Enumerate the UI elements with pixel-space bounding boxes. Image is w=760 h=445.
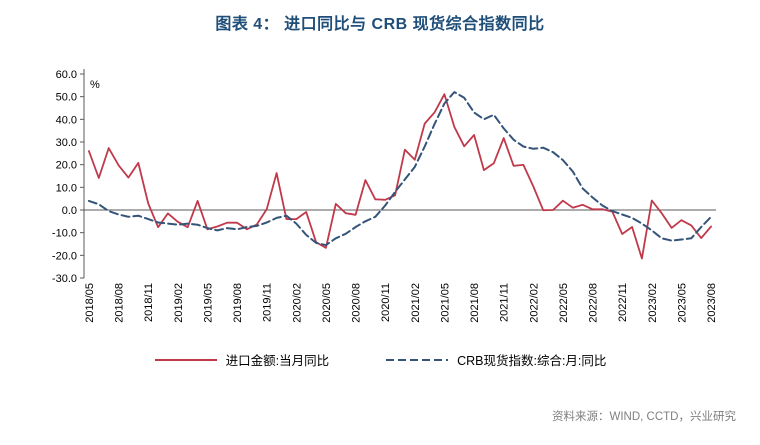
x-tick-label: 2022/11 [617, 283, 629, 322]
x-tick-label: 2021/08 [469, 283, 481, 323]
series-crb-line [87, 91, 713, 247]
y-tick-label: 10.0 [56, 182, 77, 194]
legend-label-crb: CRB现货指数:综合:月:同比 [457, 354, 607, 368]
y-tick-label: 0.0 [62, 205, 77, 217]
x-tick-label: 2023/05 [676, 283, 688, 323]
series-import-line [88, 93, 712, 260]
legend-item-crb: CRB现货指数:综合:月:同比 [385, 350, 606, 369]
x-tick-label: 2022/02 [528, 283, 540, 323]
chart-plot-area: -30.0 -20.0 -10.0 0.0 10.0 20.0 30.0 40.0 50.0 60… [52, 69, 718, 323]
y-axis-unit-label: % [90, 79, 100, 91]
x-tick-label: 2020/08 [351, 283, 363, 323]
x-tick-label: 2018/05 [84, 283, 96, 323]
y-tick-label: 20.0 [56, 160, 77, 172]
x-tick-label: 2020/05 [321, 283, 333, 323]
x-tick-label: 2019/05 [202, 283, 214, 323]
y-tick-label: 40.0 [56, 114, 77, 126]
x-tick-label: 2020/02 [291, 283, 303, 323]
crb-line-swatch [386, 358, 449, 361]
legend: 进口金额:当月同比 CRB现货指数:综合:月:同比 [0, 350, 760, 369]
y-tick-label: -30.0 [52, 273, 77, 285]
x-tick-label: 2021/11 [499, 283, 511, 322]
x-tick-label: 2023/08 [706, 283, 718, 323]
import-line-swatch [154, 358, 217, 361]
legend-label-import: 进口金额:当月同比 [225, 354, 330, 368]
x-tick-label: 2020/11 [380, 283, 392, 322]
legend-item-import: 进口金额:当月同比 [154, 350, 329, 369]
x-tick-label: 2019/11 [262, 283, 274, 322]
chart-title: 图表 4： 进口同比与 CRB 现货综合指数同比 [215, 16, 545, 33]
y-tick-label: 50.0 [56, 92, 77, 104]
x-tick-label: 2018/11 [143, 283, 155, 322]
x-tick-label: 2021/02 [410, 283, 422, 323]
x-tick-label: 2021/05 [439, 283, 451, 323]
y-tick-label: 30.0 [56, 137, 77, 149]
x-tick-label: 2019/08 [232, 283, 244, 323]
x-tick-label: 2023/02 [647, 283, 659, 323]
y-tick-label: 60.0 [56, 69, 77, 81]
y-tick-label: -10.0 [52, 228, 77, 240]
x-tick-label: 2019/02 [173, 283, 185, 323]
x-tick-label: 2022/05 [558, 283, 570, 323]
source-note: 资料来源：WIND, CCTD，兴业研究 [552, 411, 736, 423]
x-tick-label: 2022/08 [588, 283, 600, 323]
y-tick-label: -20.0 [52, 250, 77, 262]
x-tick-label: 2018/08 [114, 283, 126, 323]
